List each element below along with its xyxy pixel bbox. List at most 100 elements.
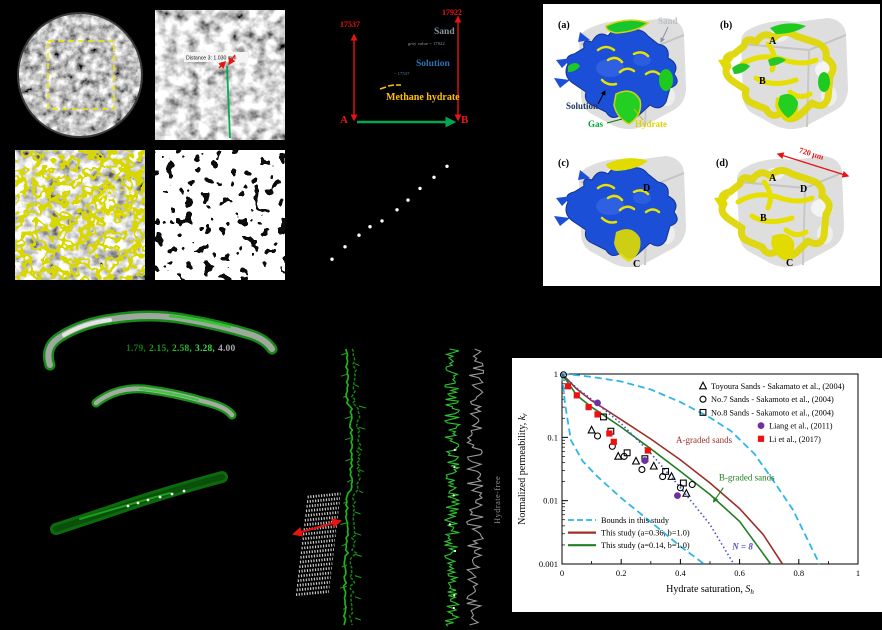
- scatter-dot: [418, 186, 422, 191]
- column-branch: [358, 469, 364, 473]
- slice-row: [300, 552, 334, 559]
- series-line: [561, 373, 784, 565]
- column-branch: [358, 405, 367, 409]
- endpoint-b-label: B: [461, 114, 469, 126]
- panel-3d-renders: (a) Sand Solution Gas Hydrate (b) A B (c…: [543, 4, 880, 286]
- subpanel-label-d: (d): [716, 158, 728, 169]
- marker-triangle: [649, 461, 659, 470]
- hydrate-profile-trace: [443, 348, 462, 627]
- measure-arrow-1: [228, 54, 236, 66]
- sand-note: gray value ~ 17922: [408, 41, 445, 46]
- measure-line: [226, 65, 231, 139]
- render-d: (d) A D B C 720 μm: [708, 146, 850, 269]
- column-branch: [354, 617, 361, 621]
- point-b: B: [759, 76, 766, 87]
- slice-row: [298, 571, 332, 578]
- tube-value-0: 1.79,: [126, 344, 146, 354]
- marker-square-filled: [610, 438, 617, 445]
- point-d: D: [800, 184, 807, 195]
- slice-row: [299, 562, 333, 569]
- gray-value-left: 17537: [340, 20, 360, 29]
- marker-square: [662, 467, 670, 475]
- hydrate-free-label: Hydrate-free: [492, 475, 502, 524]
- point-d: D: [643, 183, 650, 194]
- slice-row: [296, 580, 331, 587]
- column-branch: [343, 394, 348, 398]
- point-c: C: [633, 259, 640, 270]
- marker-circle-filled: [594, 399, 601, 407]
- render-b: (b) A B: [712, 17, 849, 131]
- column-branch: [358, 447, 363, 451]
- chart-annotation: A-graded sands: [676, 435, 733, 445]
- column-branch: [344, 416, 352, 420]
- column-branch: [340, 522, 348, 526]
- legend-marker-label: Liang et al., (2011): [769, 422, 833, 431]
- chart-annotation: B-graded sands: [719, 472, 775, 482]
- permeability-chart: 0 0.2 0.4 0.6 0.8 1 1 0.1 0.01 0.001 A-graded sand…: [517, 369, 860, 596]
- panel-ct-slice: [17, 12, 143, 138]
- marker-square-filled: [594, 411, 601, 418]
- y-axis-label: Normalized permeability, kr: [517, 413, 529, 525]
- marker-square: [679, 479, 687, 487]
- slice-row: [304, 515, 338, 522]
- subpanel-label-a: (a): [558, 20, 570, 31]
- core-column-left-edge: [342, 348, 354, 626]
- trace-speck: [448, 523, 451, 526]
- segmented-roi-box: [102, 189, 131, 215]
- scatter-dot: [445, 164, 449, 168]
- slice-row: [302, 529, 337, 536]
- scatter-dot: [380, 219, 384, 223]
- column-branch: [341, 543, 348, 547]
- point-c: C: [786, 258, 793, 269]
- panel-permeability-chart: 0 0.2 0.4 0.6 0.8 1 1 0.1 0.01 0.001 A-graded sand…: [512, 358, 882, 612]
- hydrate-pointer: [633, 108, 644, 121]
- binary-texture: [155, 150, 285, 280]
- trace-speck: [453, 466, 456, 469]
- column-branch: [341, 352, 348, 356]
- y-tick-label: 0.01: [543, 496, 558, 506]
- x-tick-label: 0.6: [734, 568, 745, 578]
- x-tick-label: 0.2: [616, 568, 627, 578]
- core-column-right-edge: [348, 348, 362, 626]
- slice-row: [301, 543, 335, 550]
- marker-triangle: [682, 488, 691, 497]
- slice-direction-arrow: [292, 518, 342, 537]
- tube-value-1: 2.15,: [149, 344, 169, 354]
- slice-row: [302, 534, 336, 541]
- x-tick-label: 0: [560, 568, 564, 578]
- gray-profile-trace: [465, 348, 485, 626]
- column-branch: [341, 564, 348, 568]
- column-branch: [354, 532, 362, 536]
- column-branch: [346, 479, 352, 483]
- point-a: A: [769, 36, 777, 47]
- slice-row: [296, 585, 330, 592]
- sand-label: Sand: [434, 27, 455, 37]
- slice-row: [306, 501, 340, 508]
- slice-row: [306, 497, 341, 504]
- scatter-dot: [406, 198, 410, 202]
- slice-row: [301, 538, 336, 545]
- trace-speck: [452, 606, 455, 610]
- panel-grayscale-profile: 17537 17922 A B Sand gray value ~ 17922 …: [330, 5, 510, 140]
- sand-pointer: [660, 26, 669, 43]
- slice-row: [297, 576, 331, 583]
- panel-pore-tubes: [42, 310, 278, 535]
- tube-value-4: 4.00: [218, 344, 236, 354]
- solution-pointer: [597, 90, 606, 105]
- ct-zoom-texture: [155, 10, 285, 140]
- slice-row: [295, 590, 330, 597]
- marker-circle-filled: [757, 422, 765, 429]
- trace-speck: [454, 549, 457, 553]
- marker-circle-filled: [641, 457, 649, 464]
- methane-hydrate-label: Methane hydrate: [386, 92, 460, 103]
- column-branch: [354, 596, 361, 600]
- column-branch: [354, 363, 360, 367]
- legend-marker-label: Li et al., (2017): [769, 435, 821, 444]
- tube-1: [42, 310, 278, 371]
- sand-label-3d: Sand: [658, 16, 678, 26]
- x-tick-label: 0.8: [793, 568, 804, 578]
- y-tick-label: 0.1: [547, 432, 558, 442]
- marker-triangle: [587, 425, 596, 434]
- endpoint-a-label: A: [340, 114, 348, 126]
- scatter-dot: [432, 175, 436, 179]
